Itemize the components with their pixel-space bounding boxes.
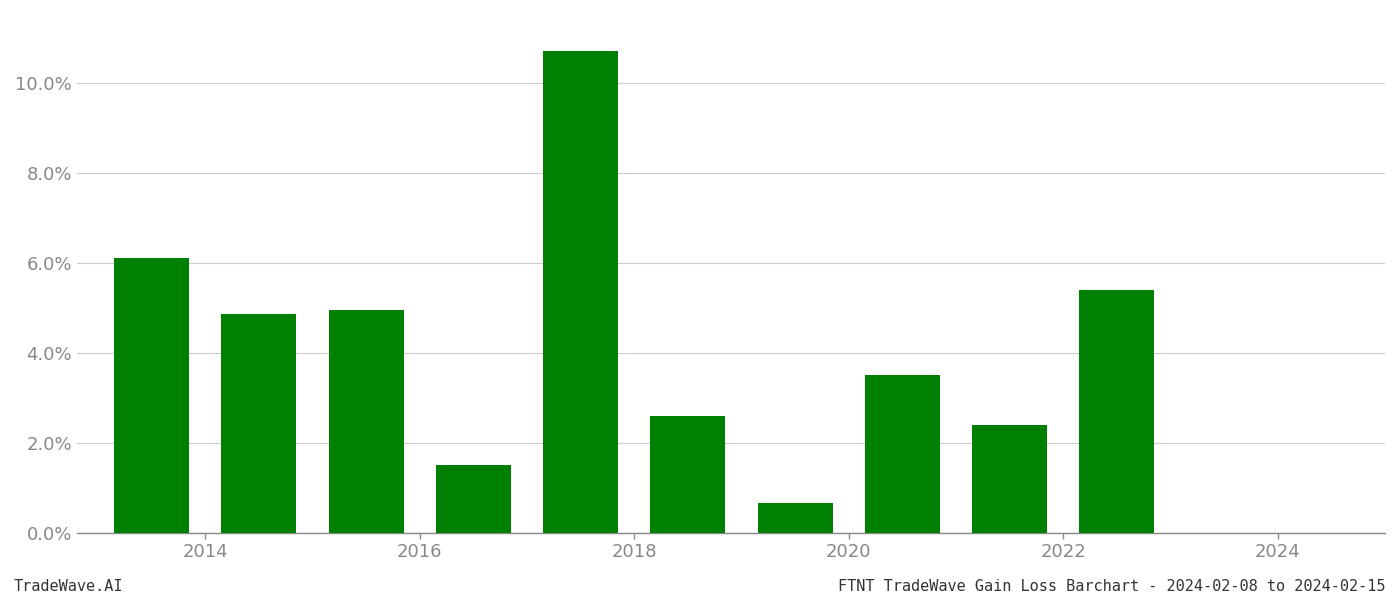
Bar: [972, 425, 1047, 533]
Bar: [757, 503, 833, 533]
Bar: [329, 310, 403, 533]
Bar: [865, 375, 939, 533]
Bar: [543, 51, 619, 533]
Bar: [221, 314, 297, 533]
Bar: [115, 258, 189, 533]
Text: TradeWave.AI: TradeWave.AI: [14, 579, 123, 594]
Text: FTNT TradeWave Gain Loss Barchart - 2024-02-08 to 2024-02-15: FTNT TradeWave Gain Loss Barchart - 2024…: [839, 579, 1386, 594]
Bar: [435, 465, 511, 533]
Bar: [1079, 290, 1155, 533]
Bar: [651, 416, 725, 533]
